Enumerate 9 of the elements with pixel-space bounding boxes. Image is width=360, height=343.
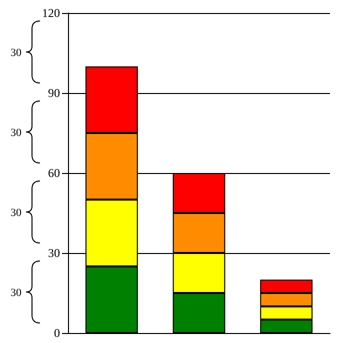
y-tick-label: 30	[48, 246, 60, 260]
text: 30	[10, 287, 22, 299]
text: 30	[10, 47, 22, 59]
text: 30	[10, 207, 22, 219]
y-tick-label: 0	[54, 326, 60, 340]
y-tick-label: 120	[42, 6, 60, 20]
y-tick-label: 90	[48, 86, 60, 100]
y-tick-label: 60	[48, 166, 60, 180]
text: 30	[10, 127, 22, 139]
